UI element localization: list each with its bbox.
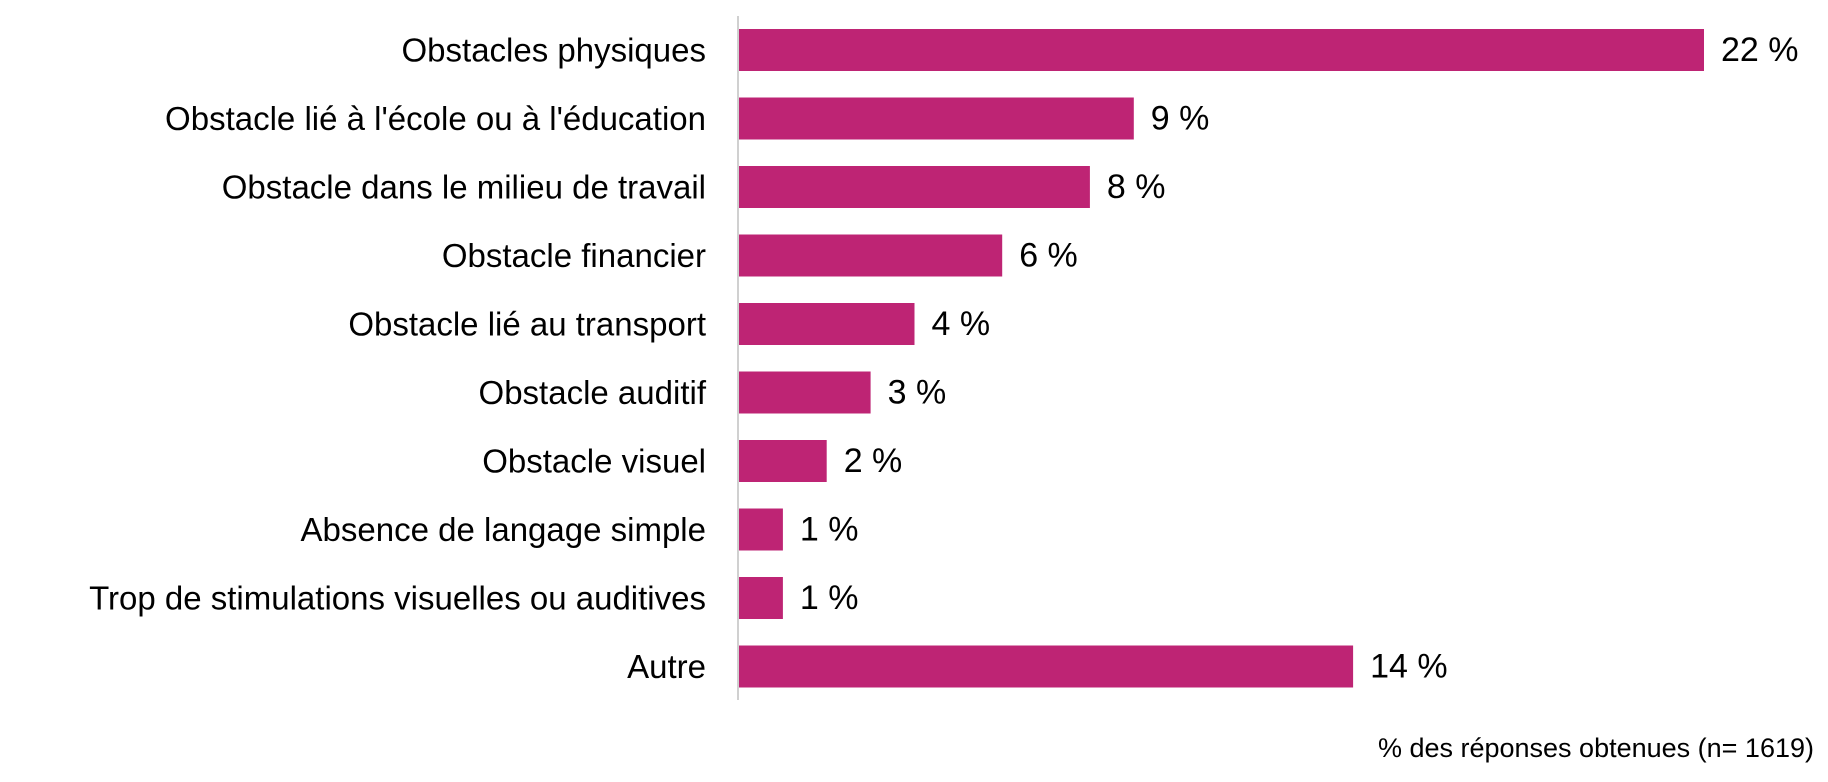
bar-3 [739,234,1003,277]
bar-0 [739,29,1704,71]
value-label-2: 8 % [1107,168,1166,206]
value-label-5: 3 % [888,374,947,412]
bars-group [739,29,1704,688]
bar-9 [739,645,1354,688]
value-label-7: 1 % [800,511,859,549]
category-label-1: Obstacle lié à l'école ou à l'éducation [165,100,706,137]
bar-8 [739,577,783,619]
value-label-0: 22 % [1721,31,1799,69]
value-label-4: 4 % [932,305,991,343]
value-label-1: 9 % [1151,100,1210,138]
bar-2 [739,166,1090,208]
category-label-6: Obstacle visuel [482,443,706,480]
value-label-8: 1 % [800,579,859,617]
category-label-7: Absence de langage simple [301,511,706,548]
value-label-3: 6 % [1019,237,1078,275]
category-labels-group: Obstacles physiques Obstacle lié à l'écol… [89,32,707,686]
category-label-8: Trop de stimulations visuelles ou auditi… [89,580,706,617]
bar-7 [739,508,783,551]
category-label-3: Obstacle financier [442,237,706,274]
category-label-2: Obstacle dans le milieu de travail [222,169,706,206]
bar-5 [739,371,871,414]
x-axis-note: % des réponses obtenues (n= 1619) [1378,733,1814,763]
category-label-0: Obstacles physiques [402,32,707,69]
bar-4 [739,303,915,345]
value-label-9: 14 % [1370,648,1448,686]
category-label-4: Obstacle lié au transport [348,306,706,343]
category-label-9: Autre [627,648,706,685]
value-label-6: 2 % [844,442,903,480]
bar-6 [739,440,827,482]
category-label-5: Obstacle auditif [479,374,707,411]
value-labels-group: 22 % 9 % 8 % 6 % 4 % 3 % 2 % 1 % 1 % 14 % [800,31,1799,686]
bar-1 [739,97,1134,140]
